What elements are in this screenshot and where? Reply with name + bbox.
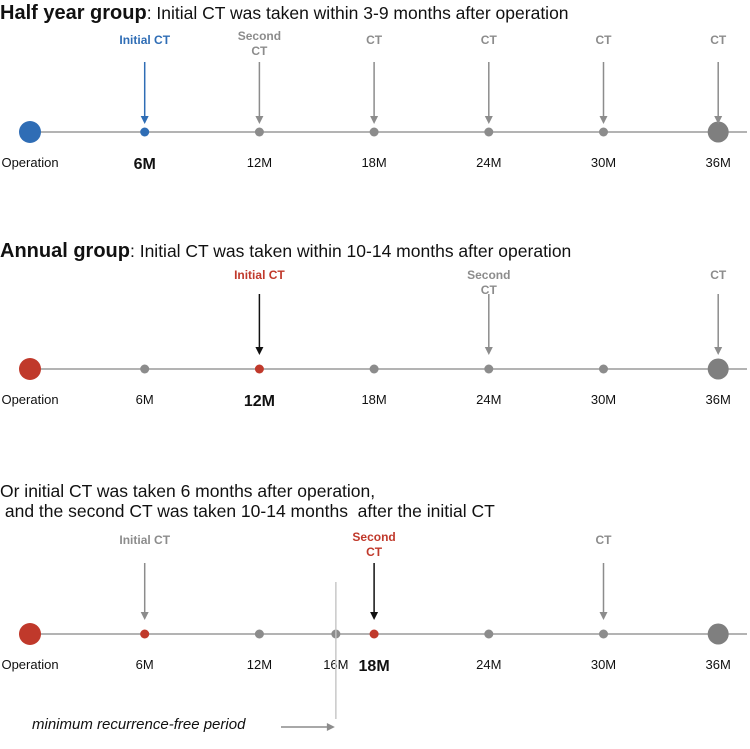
operation-dot bbox=[19, 358, 41, 380]
arrow-label-24M-line2: CT bbox=[481, 283, 498, 297]
tick-dot-6M bbox=[140, 127, 150, 137]
arrow-head-12M bbox=[255, 116, 264, 124]
arrow-head-30M bbox=[599, 612, 608, 620]
tick-dot-36M bbox=[707, 121, 729, 143]
tick-label-18M: 18M bbox=[361, 155, 386, 170]
tick-dot-6M bbox=[140, 364, 150, 374]
operation-label: Operation bbox=[1, 657, 58, 672]
tick-label-30M: 30M bbox=[591, 392, 616, 407]
arrow-label-36M: CT bbox=[710, 268, 727, 282]
arrow-head-6M bbox=[140, 116, 149, 124]
panel2-title-rest: : Initial CT was taken within 10-14 mont… bbox=[129, 241, 572, 261]
panel1-timeline: Operation 6M 12M 18M 24M 30M 36M Initial CT Seco… bbox=[1, 29, 747, 173]
tick-label-6M: 6M bbox=[134, 156, 156, 173]
arrow-label-12M: Initial CT bbox=[234, 268, 285, 282]
arrow-label-24M-line1: Second bbox=[467, 268, 510, 282]
recurrence-free-note: minimum recurrence-free period bbox=[32, 716, 246, 733]
panel2-title: Annual group: Initial CT was taken withi… bbox=[0, 240, 571, 263]
tick-label-6M: 6M bbox=[136, 392, 154, 407]
arrow-label-12M-line2: CT bbox=[251, 44, 268, 58]
tick-label-12M: 12M bbox=[247, 657, 272, 672]
arrow-head-30M bbox=[599, 116, 608, 124]
arrow-label-36M: CT bbox=[710, 33, 727, 47]
tick-dot-12M bbox=[254, 364, 264, 374]
arrow-label-18M: CT bbox=[366, 33, 383, 47]
panel1-title-rest: : Initial CT was taken within 3-9 months… bbox=[146, 3, 569, 23]
tick-dot-30M bbox=[599, 629, 608, 639]
arrow-head-12M bbox=[255, 347, 264, 355]
arrow-head-18M bbox=[370, 612, 379, 620]
operation-dot bbox=[19, 121, 41, 143]
tick-label-36M: 36M bbox=[706, 155, 731, 170]
arrow-label-12M-line1: Second bbox=[238, 29, 281, 43]
panel1-title: Half year group: Initial CT was taken wi… bbox=[0, 2, 569, 25]
arrow-head-24M bbox=[484, 347, 493, 355]
tick-dot-24M bbox=[484, 127, 494, 137]
panel3-title-line2: and the second CT was taken 10-14 months… bbox=[0, 501, 495, 521]
tick-label-24M: 24M bbox=[476, 657, 501, 672]
tick-label-30M: 30M bbox=[591, 155, 616, 170]
tick-dot-30M bbox=[599, 127, 608, 137]
tick-label-24M: 24M bbox=[476, 155, 501, 170]
tick-dot-18M bbox=[369, 364, 379, 374]
arrow-label-18M-line2: CT bbox=[366, 545, 383, 559]
arrow-label-18M-line1: Second bbox=[352, 530, 395, 544]
tick-dot-18M bbox=[369, 629, 379, 639]
tick-dot-24M bbox=[484, 364, 494, 374]
tick-label-30M: 30M bbox=[591, 657, 616, 672]
arrow-label-24M: CT bbox=[481, 33, 498, 47]
tick-dot-12M bbox=[254, 127, 264, 137]
arrow-label-30M: CT bbox=[596, 33, 613, 47]
arrow-label-6M: Initial CT bbox=[119, 33, 170, 47]
panel3-title-line1: Or initial CT was taken 6 months after o… bbox=[0, 481, 376, 501]
panel1-title-bold: Half year group bbox=[0, 2, 147, 24]
arrow-head-6M bbox=[140, 612, 149, 620]
tick-label-24M: 24M bbox=[476, 392, 501, 407]
tick-dot-24M bbox=[484, 629, 494, 639]
tick-dot-30M bbox=[599, 364, 608, 374]
tick-dot-36M bbox=[707, 623, 729, 645]
panel2-timeline: Operation 6M 12M 18M 24M 30M 36M Initial CT Seco… bbox=[1, 268, 747, 410]
operation-dot bbox=[19, 623, 41, 645]
tick-dot-18M bbox=[369, 127, 379, 137]
tick-label-18M: 18M bbox=[361, 392, 386, 407]
tick-label-12M: 12M bbox=[247, 155, 272, 170]
operation-label: Operation bbox=[1, 392, 58, 407]
tick-dot-6M bbox=[140, 629, 150, 639]
tick-label-6M: 6M bbox=[136, 657, 154, 672]
arrow-label-30M: CT bbox=[596, 533, 613, 547]
operation-label: Operation bbox=[1, 155, 58, 170]
arrow-head-18M bbox=[370, 116, 379, 124]
panel2-title-bold: Annual group bbox=[0, 240, 130, 262]
tick-label-18M: 18M bbox=[359, 658, 390, 675]
tick-dot-36M bbox=[707, 358, 729, 380]
tick-label-36M: 36M bbox=[706, 392, 731, 407]
arrow-head-36M bbox=[714, 116, 723, 124]
arrow-head-36M bbox=[714, 347, 723, 355]
tick-dot-12M bbox=[254, 629, 264, 639]
arrow-label-6M: Initial CT bbox=[119, 533, 170, 547]
tick-label-12M: 12M bbox=[244, 393, 275, 410]
tick-label-36M: 36M bbox=[706, 657, 731, 672]
arrow-head-24M bbox=[484, 116, 493, 124]
recurrence-free-pointer-head bbox=[326, 723, 335, 731]
